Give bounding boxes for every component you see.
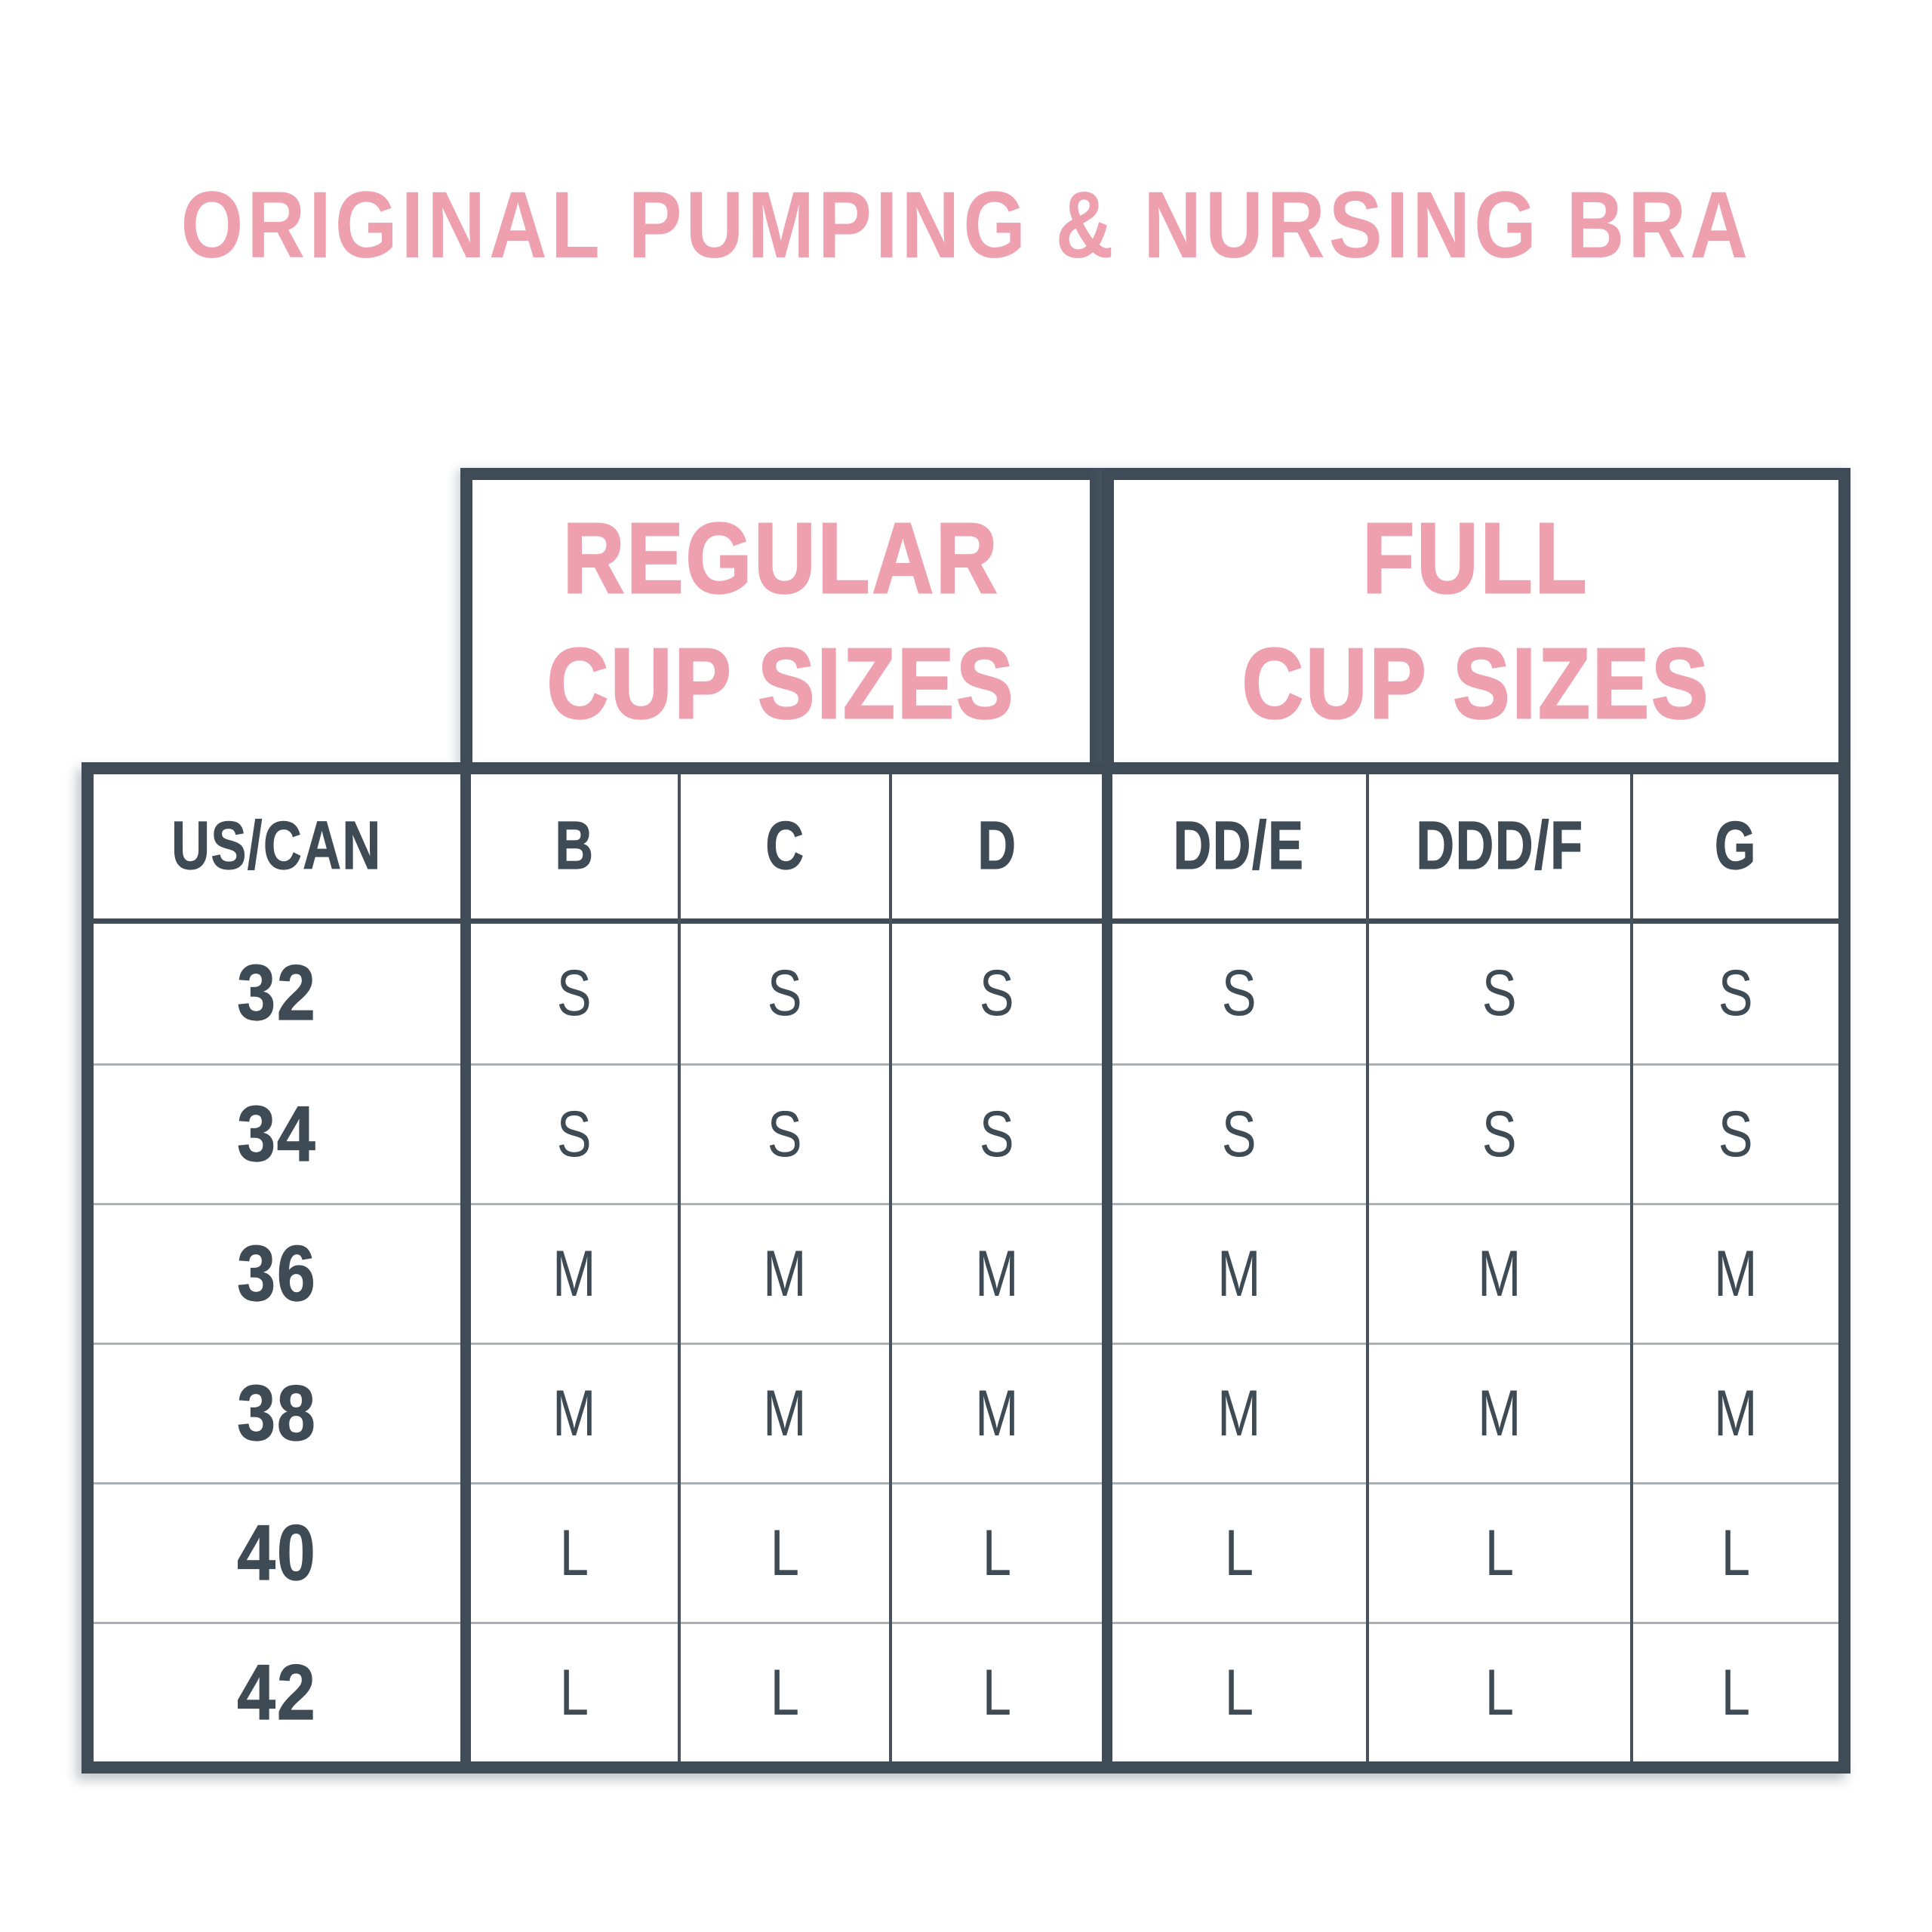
header-cell-us-can: US/CAN bbox=[171, 808, 383, 884]
size-value-cell: S bbox=[1718, 957, 1753, 1029]
column-divider-thin bbox=[889, 774, 892, 1761]
size-value-cell: L bbox=[559, 1516, 589, 1589]
size-value-cell: M bbox=[1714, 1377, 1758, 1450]
column-divider-thin bbox=[1630, 774, 1633, 1761]
header-cell-b: B bbox=[554, 808, 595, 884]
size-value-cell: L bbox=[1224, 1656, 1254, 1729]
size-value-cell: S bbox=[1222, 957, 1257, 1029]
size-value-cell: S bbox=[1482, 1097, 1517, 1171]
size-value-cell: S bbox=[1482, 957, 1517, 1029]
size-chart-table-body: US/CAN B C D DD/E DDD/F G 32 S S S S S S… bbox=[94, 774, 1838, 1761]
table-row-40: 40 L L L L L L bbox=[94, 1482, 1838, 1622]
table-row-34: 34 S S S S S S bbox=[94, 1063, 1838, 1203]
size-value-cell: L bbox=[1484, 1516, 1515, 1589]
band-size-cell: 32 bbox=[237, 949, 317, 1037]
size-value-cell: M bbox=[1714, 1237, 1758, 1310]
size-value-cell: S bbox=[768, 957, 802, 1029]
size-group-full-line2: CUP SIZES bbox=[1241, 628, 1711, 739]
size-value-cell: S bbox=[768, 1097, 802, 1171]
header-cell-ddd-f: DDD/F bbox=[1415, 808, 1584, 884]
table-row-38: 38 M M M M M M bbox=[94, 1343, 1838, 1482]
size-group-full: FULL CUP SIZES bbox=[1102, 468, 1850, 762]
size-value-cell: L bbox=[1721, 1516, 1751, 1589]
size-value-cell: S bbox=[980, 957, 1014, 1029]
page-title-text: ORIGINAL PUMPING & NURSING BRA bbox=[180, 172, 1752, 278]
size-value-cell: L bbox=[1484, 1656, 1515, 1729]
column-divider-thin bbox=[1366, 774, 1369, 1761]
size-value-cell: M bbox=[1478, 1237, 1521, 1310]
size-value-cell: M bbox=[1478, 1377, 1521, 1450]
size-value-cell: L bbox=[982, 1516, 1012, 1589]
table-row-36: 36 M M M M M M bbox=[94, 1203, 1838, 1343]
page-title: ORIGINAL PUMPING & NURSING BRA bbox=[0, 157, 1932, 293]
group-divider-thick bbox=[1102, 774, 1112, 1761]
size-chart-table: US/CAN B C D DD/E DDD/F G 32 S S S S S S… bbox=[82, 762, 1850, 1774]
size-value-cell: M bbox=[763, 1237, 807, 1310]
size-value-cell: L bbox=[1224, 1516, 1254, 1589]
table-row-42: 42 L L L L L L bbox=[94, 1622, 1838, 1761]
band-size-cell: 42 bbox=[237, 1648, 317, 1737]
band-size-cell: 36 bbox=[237, 1229, 317, 1318]
column-divider-thick bbox=[460, 774, 471, 1761]
size-value-cell: S bbox=[557, 957, 592, 1029]
size-value-cell: M bbox=[975, 1377, 1019, 1450]
header-cell-d: D bbox=[977, 808, 1017, 884]
band-size-cell: 34 bbox=[237, 1090, 317, 1178]
size-value-cell: S bbox=[1222, 1097, 1257, 1171]
band-size-cell: 38 bbox=[237, 1369, 317, 1457]
size-value-cell: S bbox=[980, 1097, 1014, 1171]
header-cell-g: G bbox=[1714, 808, 1758, 884]
size-group-regular-line2: CUP SIZES bbox=[546, 628, 1016, 739]
size-value-cell: M bbox=[1217, 1237, 1261, 1310]
band-size-cell: 40 bbox=[237, 1509, 317, 1597]
size-group-regular-line1: REGULAR bbox=[561, 503, 1000, 614]
size-value-cell: S bbox=[1718, 1097, 1753, 1171]
size-value-cell: M bbox=[975, 1237, 1019, 1310]
header-cell-dd-e: DD/E bbox=[1174, 808, 1305, 884]
table-row-32: 32 S S S S S S bbox=[94, 924, 1838, 1063]
table-header-row: US/CAN B C D DD/E DDD/F G bbox=[94, 774, 1838, 924]
size-value-cell: M bbox=[1217, 1377, 1261, 1450]
size-value-cell: L bbox=[559, 1656, 589, 1729]
size-value-cell: L bbox=[982, 1656, 1012, 1729]
size-value-cell: M bbox=[552, 1237, 596, 1310]
size-value-cell: L bbox=[770, 1516, 800, 1589]
size-value-cell: M bbox=[552, 1377, 596, 1450]
column-divider-thin bbox=[678, 774, 681, 1761]
size-value-cell: M bbox=[763, 1377, 807, 1450]
size-value-cell: S bbox=[557, 1097, 592, 1171]
header-cell-c: C bbox=[764, 808, 805, 884]
size-value-cell: L bbox=[1721, 1656, 1751, 1729]
size-group-regular: REGULAR CUP SIZES bbox=[460, 468, 1102, 762]
size-group-full-line1: FULL bbox=[1362, 503, 1590, 614]
size-value-cell: L bbox=[770, 1656, 800, 1729]
